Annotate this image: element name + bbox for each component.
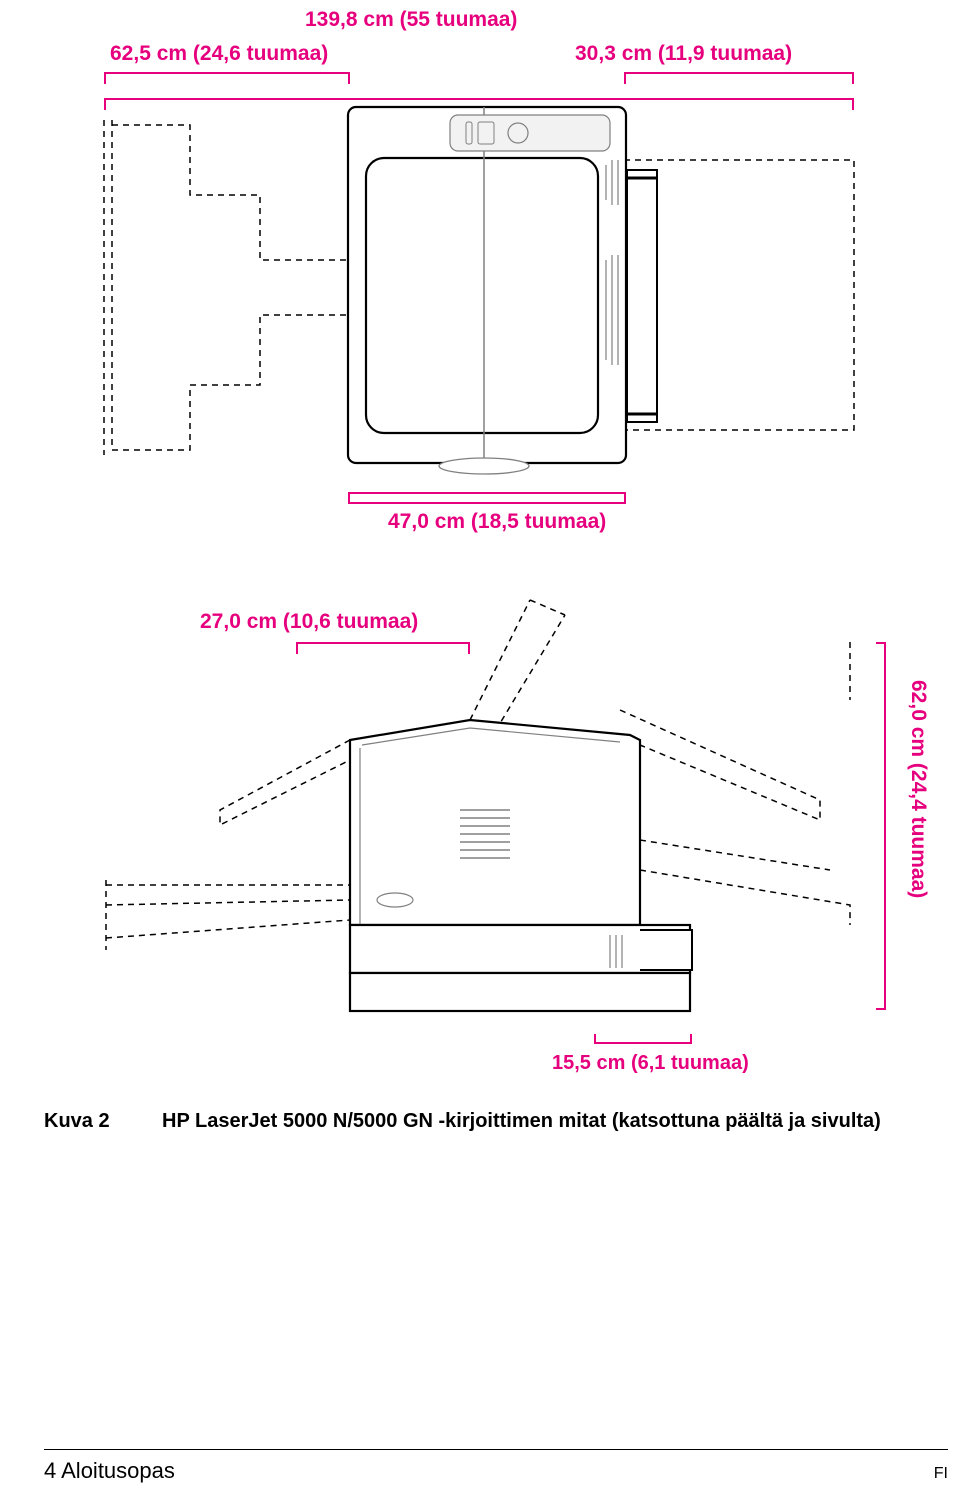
footer-page: 4 Aloitusopas: [44, 1458, 175, 1484]
footer-lang: FI: [934, 1465, 948, 1483]
footer: 4 Aloitusopas FI: [44, 1449, 948, 1485]
bracket-body-real: [348, 492, 626, 504]
page-root: 139,8 cm (55 tuumaa) 62,5 cm (24,6 tuuma…: [0, 0, 960, 1508]
figure-row: Kuva 2 HP LaserJet 5000 N/5000 GN -kirjo…: [44, 1110, 916, 1133]
dim-body-width: 47,0 cm (18,5 tuumaa): [388, 510, 606, 534]
figure-caption: HP LaserJet 5000 N/5000 GN -kirjoittimen…: [162, 1110, 881, 1132]
side-view-region: 27,0 cm (10,6 tuumaa) 62,0 cm (24,4 tuum…: [0, 580, 960, 1110]
top-view-region: 139,8 cm (55 tuumaa) 62,5 cm (24,6 tuuma…: [0, 0, 960, 600]
dim-output-depth: 15,5 cm (6,1 tuumaa): [552, 1052, 749, 1075]
figure-label: Kuva 2: [44, 1110, 110, 1132]
bracket-output: [594, 1032, 692, 1044]
side-view-svg: [0, 580, 960, 1110]
